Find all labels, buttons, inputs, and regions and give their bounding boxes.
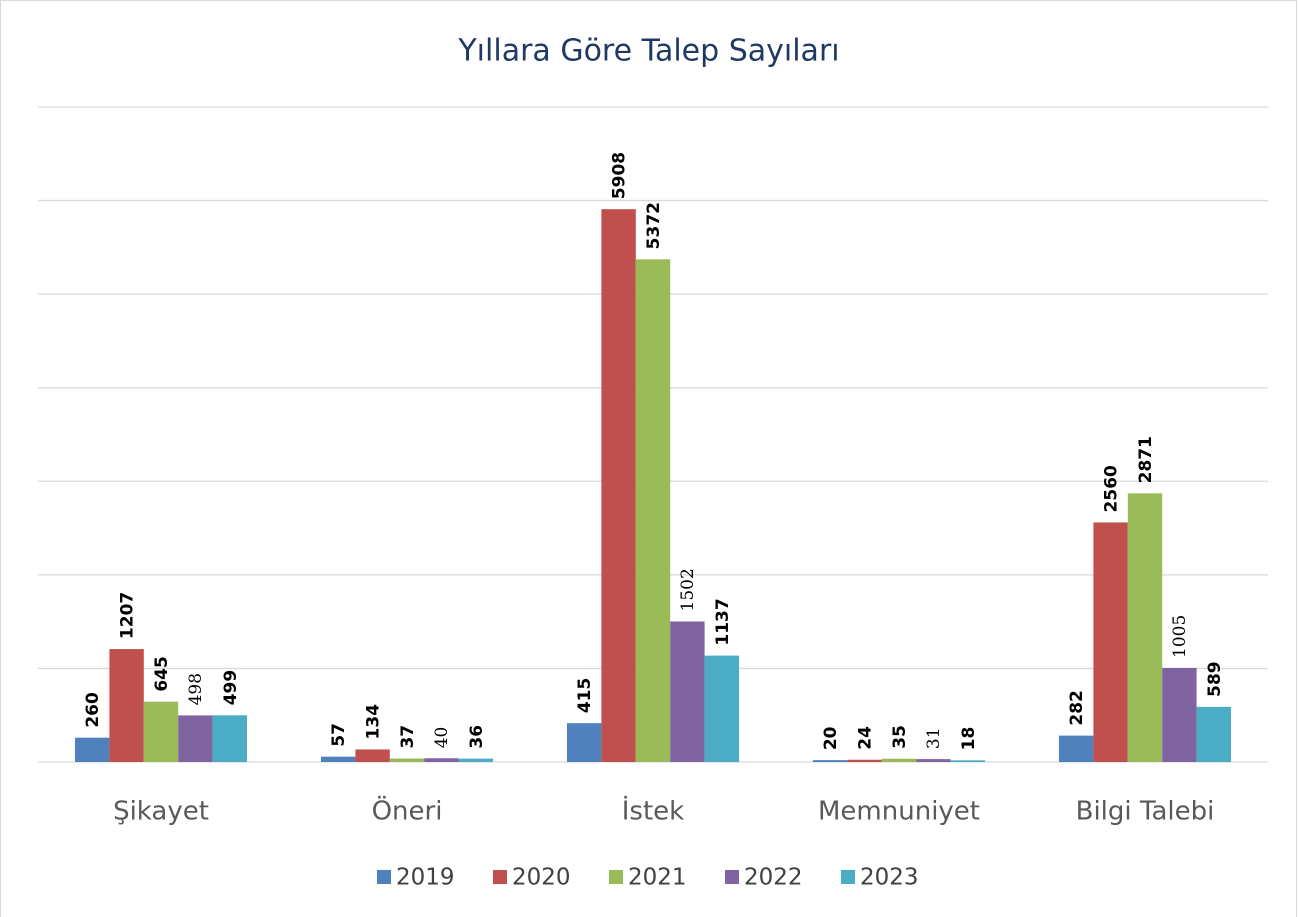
chart-title: Yıllara Göre Talep Sayıları (457, 34, 839, 69)
x-tick-label: Şikayet (113, 797, 209, 827)
bar (813, 760, 848, 762)
x-tick-label: Öneri (372, 795, 443, 827)
data-label: 20 (821, 726, 841, 750)
bar (916, 759, 951, 762)
x-tick-label: Bilgi Talebi (1076, 797, 1215, 827)
bar (355, 749, 390, 762)
data-label: 18 (959, 727, 979, 751)
bar (1093, 522, 1128, 762)
bar (389, 758, 425, 762)
bar (1059, 735, 1094, 762)
bar (424, 758, 459, 762)
bar (950, 760, 985, 762)
data-label: 57 (329, 723, 349, 747)
bar (670, 621, 705, 762)
bar (635, 259, 671, 762)
bar (704, 655, 739, 762)
bar (881, 758, 917, 762)
data-label: 589 (1205, 661, 1225, 697)
bar (601, 209, 636, 762)
data-label: 5372 (644, 202, 664, 249)
legend-label: 2019 (396, 865, 455, 891)
data-label: 1005 (1170, 615, 1190, 658)
data-label: 1502 (678, 568, 698, 611)
bar (1127, 493, 1163, 762)
legend-swatch (841, 870, 855, 884)
bar (212, 715, 247, 762)
data-label: 37 (398, 725, 418, 749)
data-label: 1207 (118, 592, 138, 639)
bar (847, 759, 882, 762)
data-label: 35 (890, 725, 910, 749)
data-label: 499 (221, 670, 241, 706)
x-tick-label: Memnuniyet (818, 797, 980, 827)
legend-swatch (377, 870, 391, 884)
legend-label: 2023 (860, 865, 919, 891)
bar (1162, 667, 1197, 762)
bar (109, 649, 144, 762)
data-label: 31 (924, 727, 944, 749)
legend-swatch (725, 870, 739, 884)
data-label: 40 (432, 727, 452, 749)
bar (458, 758, 493, 762)
data-label: 415 (575, 678, 595, 714)
bar (143, 701, 179, 762)
data-label: 2871 (1136, 436, 1156, 483)
data-label: 2560 (1102, 465, 1122, 512)
data-label: 498 (186, 673, 206, 705)
legend-label: 2021 (628, 865, 687, 891)
bar (321, 756, 356, 762)
data-label: 24 (856, 726, 876, 750)
bar (75, 737, 110, 762)
data-label: 645 (152, 656, 172, 692)
bar (567, 723, 602, 762)
data-label: 134 (364, 704, 384, 740)
legend-label: 2022 (744, 865, 803, 891)
data-label: 36 (467, 725, 487, 749)
data-label: 5908 (610, 152, 630, 199)
legend-swatch (609, 870, 623, 884)
data-label: 260 (83, 692, 103, 728)
x-tick-label: İstek (622, 795, 684, 827)
bar (1196, 706, 1231, 762)
bar (178, 715, 213, 762)
data-label: 1137 (713, 598, 733, 645)
data-label: 282 (1067, 690, 1087, 726)
legend-label: 2020 (512, 865, 571, 891)
legend-swatch (493, 870, 507, 884)
